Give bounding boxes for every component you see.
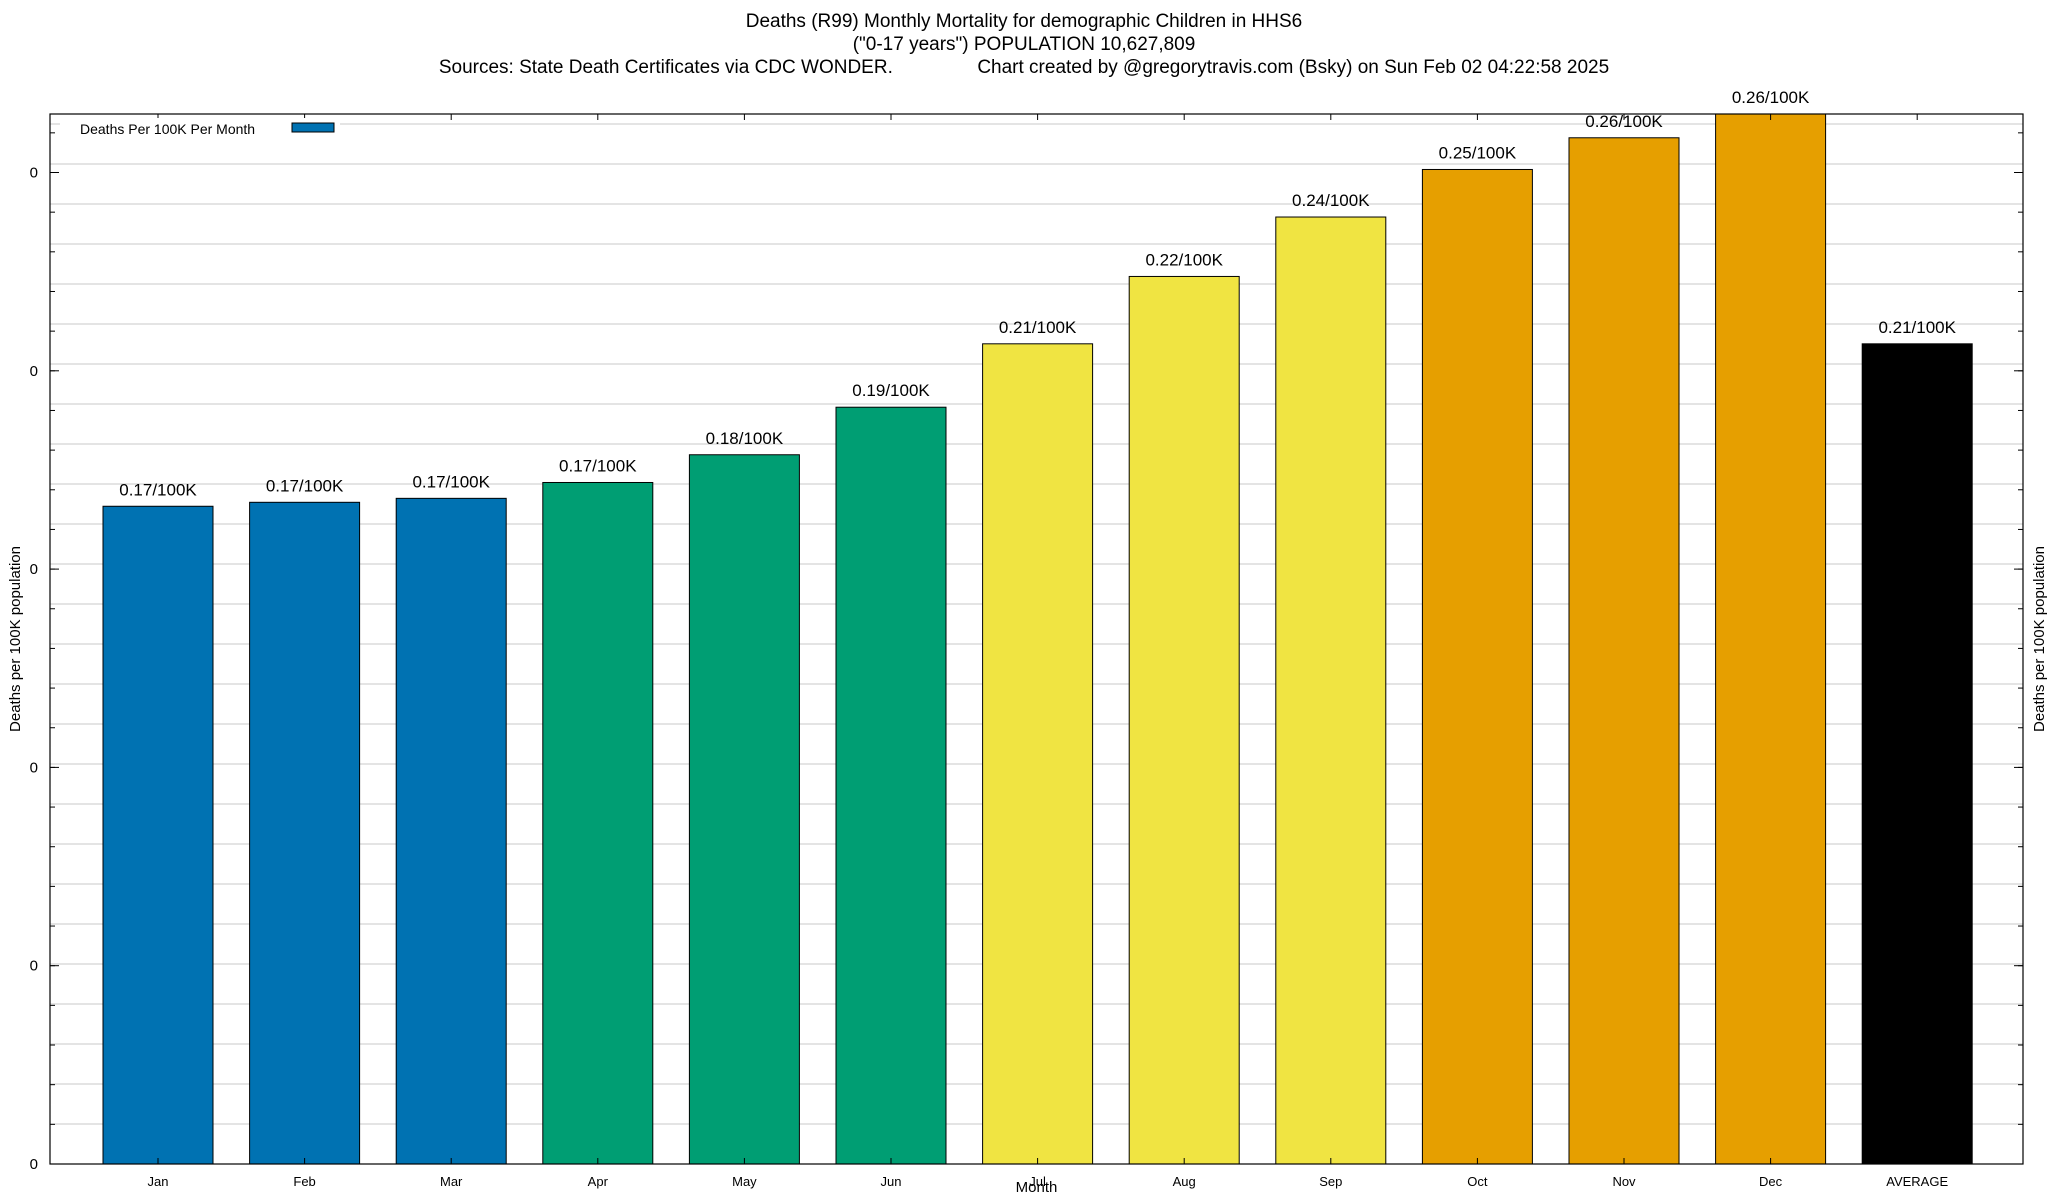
- x-tick-label: Mar: [440, 1174, 463, 1189]
- x-tick-label: Feb: [293, 1174, 315, 1189]
- x-tick-label: Aug: [1173, 1174, 1196, 1189]
- bar-apr: [542, 481, 654, 1165]
- bar-feb: [249, 501, 361, 1165]
- data-label: 0.21/100K: [1878, 318, 1956, 337]
- data-label: 0.21/100K: [999, 318, 1077, 337]
- bar-jul: [982, 343, 1094, 1165]
- data-label: 0.17/100K: [412, 472, 490, 491]
- x-tick-label: Jan: [148, 1174, 169, 1189]
- data-label: 0.26/100K: [1732, 88, 1810, 107]
- chart-title: Deaths (R99) Monthly Mortality for demog…: [745, 11, 1303, 32]
- bar-mar: [395, 497, 507, 1165]
- y2-axis-label: Deaths per 100K population: [2031, 546, 2048, 732]
- bar-jan: [102, 505, 214, 1165]
- legend-swatch: [291, 122, 335, 133]
- plot-border: [49, 113, 2024, 1165]
- y-tick-label: 0: [30, 1156, 38, 1173]
- x-tick-label: Jul: [1029, 1174, 1046, 1189]
- x-tick-label: Oct: [1467, 1174, 1488, 1189]
- legend-label: Deaths Per 100K Per Month: [80, 121, 255, 137]
- chart-title-block: Deaths (R99) Monthly Mortality for demog…: [0, 10, 2048, 79]
- y-axis-label: Deaths per 100K population: [7, 546, 24, 732]
- x-axis-label: Month: [1016, 1179, 1058, 1196]
- y-tick-label: 0: [30, 363, 38, 380]
- data-label: 0.17/100K: [559, 456, 637, 475]
- chart-subtitle: ("0-17 years") POPULATION 10,627,809: [852, 34, 1196, 55]
- chart-source-line: Sources: State Death Certificates via CD…: [438, 57, 1610, 78]
- data-label: 0.26/100K: [1585, 112, 1663, 131]
- bar-sep: [1275, 216, 1387, 1165]
- bar-nov: [1568, 137, 1680, 1165]
- data-label: 0.22/100K: [1145, 250, 1223, 269]
- bar-oct: [1421, 168, 1533, 1165]
- data-label: 0.24/100K: [1292, 191, 1370, 210]
- x-tick-label: Jun: [881, 1174, 902, 1189]
- x-tick-label: May: [732, 1174, 757, 1189]
- x-tick-label: Apr: [588, 1174, 609, 1189]
- y-tick-label: 0: [30, 165, 38, 182]
- x-tick-label: AVERAGE: [1886, 1174, 1948, 1189]
- data-label: 0.17/100K: [266, 476, 344, 495]
- data-label: 0.19/100K: [852, 381, 930, 400]
- bar-aug: [1128, 275, 1240, 1165]
- bar-average: [1861, 343, 1973, 1165]
- data-label: 0.18/100K: [706, 429, 784, 448]
- y-tick-label: 0: [30, 561, 38, 578]
- bar-jun: [835, 406, 947, 1165]
- bar-dec: [1715, 113, 1827, 1165]
- x-tick-label: Dec: [1759, 1174, 1783, 1189]
- x-tick-label: Sep: [1319, 1174, 1342, 1189]
- y-tick-label: 0: [30, 759, 38, 776]
- bar-may: [688, 454, 800, 1165]
- data-label: 0.17/100K: [119, 480, 197, 499]
- y-tick-label: 0: [30, 958, 38, 975]
- x-tick-label: Nov: [1612, 1174, 1636, 1189]
- legend-background: [60, 118, 340, 140]
- data-label: 0.25/100K: [1439, 143, 1517, 162]
